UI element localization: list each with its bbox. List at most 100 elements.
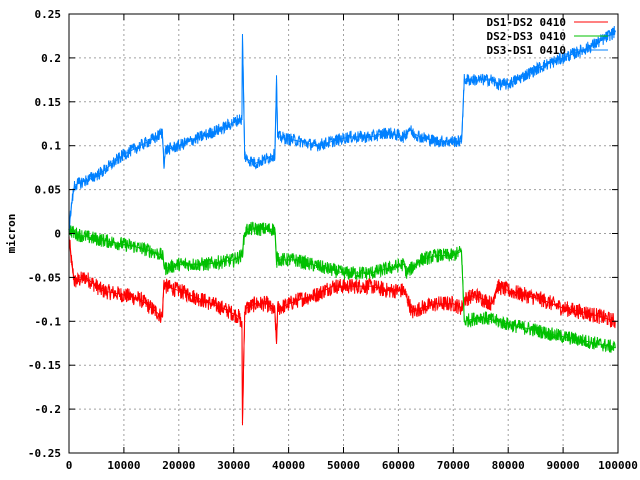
data-point	[266, 303, 268, 305]
series-layer	[68, 26, 616, 426]
data-point	[370, 285, 372, 287]
data-point	[71, 263, 73, 265]
x-tick-label: 0	[66, 459, 73, 472]
data-point	[408, 127, 410, 129]
data-point	[278, 307, 280, 309]
data-point	[73, 184, 76, 186]
data-point	[331, 285, 334, 287]
data-point	[474, 294, 476, 296]
x-tick-label: 60000	[382, 459, 415, 472]
data-point	[403, 289, 405, 292]
data-point	[370, 272, 372, 274]
series-line	[68, 228, 616, 349]
data-point	[134, 246, 136, 248]
data-point	[524, 294, 526, 296]
data-point	[513, 325, 515, 327]
data-point	[411, 131, 413, 134]
data-point	[205, 263, 207, 265]
data-point	[238, 316, 240, 318]
data-point	[241, 118, 243, 120]
data-point	[584, 48, 586, 50]
data-point	[460, 140, 463, 142]
data-point	[491, 303, 493, 305]
data-point	[452, 303, 454, 305]
data-point	[84, 180, 87, 182]
data-point	[403, 263, 405, 265]
data-point	[562, 307, 564, 309]
data-point	[507, 83, 509, 85]
data-point	[315, 145, 317, 147]
data-point	[163, 162, 165, 164]
data-point	[540, 298, 542, 300]
y-tick-label: 0.1	[41, 140, 61, 153]
series-noise-trace	[68, 221, 616, 353]
data-point	[309, 263, 312, 265]
data-point	[614, 347, 616, 349]
data-point	[496, 285, 498, 287]
data-point	[275, 79, 278, 81]
series-noise-trace	[68, 235, 616, 426]
data-point	[275, 342, 278, 344]
data-point	[419, 259, 421, 261]
data-point	[241, 325, 243, 327]
data-point	[277, 254, 279, 257]
data-point	[73, 281, 76, 283]
data-point	[84, 276, 87, 278]
data-point	[123, 294, 125, 296]
data-point	[535, 329, 537, 331]
data-point	[200, 298, 202, 300]
x-tick-label: 80000	[492, 459, 525, 472]
x-tick-label: 10000	[107, 459, 140, 472]
data-point	[245, 158, 247, 160]
data-point	[123, 153, 125, 156]
data-point	[244, 311, 246, 314]
data-point	[277, 136, 279, 138]
y-tick-label: 0.15	[35, 96, 62, 109]
data-point	[278, 259, 280, 261]
data-point	[244, 232, 246, 235]
data-point	[540, 66, 542, 68]
data-point	[298, 140, 301, 142]
data-point	[178, 263, 180, 265]
data-point	[600, 316, 603, 318]
data-point	[90, 237, 92, 239]
data-point	[164, 268, 166, 270]
data-point	[584, 311, 586, 314]
data-point	[161, 131, 163, 134]
data-point	[419, 136, 421, 138]
data-point	[101, 171, 103, 173]
data-point	[275, 263, 278, 265]
data-point	[233, 259, 235, 261]
data-point	[150, 250, 152, 252]
data-point	[386, 289, 389, 292]
y-tick-label: 0.2	[41, 52, 61, 65]
data-point	[524, 74, 526, 77]
x-tick-label: 30000	[217, 459, 250, 472]
y-tick-label: -0.1	[35, 315, 62, 328]
data-point	[326, 268, 328, 270]
y-tick-label: 0.25	[35, 8, 62, 21]
tick-marks	[68, 13, 619, 454]
data-point	[460, 307, 463, 309]
data-point	[241, 254, 243, 257]
x-tick-label: 90000	[547, 459, 580, 472]
data-point	[277, 307, 279, 309]
data-point	[178, 145, 180, 147]
data-point	[163, 281, 165, 283]
data-point	[274, 228, 276, 230]
data-point	[436, 303, 438, 305]
y-tick-label: -0.05	[28, 271, 61, 284]
data-point	[274, 311, 276, 314]
y-tick-label: 0	[54, 228, 61, 241]
legend-label: DS2-DS3 0410	[487, 30, 566, 43]
data-point	[165, 285, 167, 287]
x-tick-labels: 0 10000 20000 30000 40000 50000 60000 70000 8000…	[66, 459, 638, 472]
data-point	[165, 149, 167, 151]
x-tick-label: 50000	[327, 459, 360, 472]
data-point	[348, 285, 350, 287]
data-point	[274, 153, 276, 156]
data-point	[436, 140, 438, 142]
data-point	[386, 131, 389, 134]
data-point	[178, 289, 180, 292]
data-point	[246, 228, 249, 230]
